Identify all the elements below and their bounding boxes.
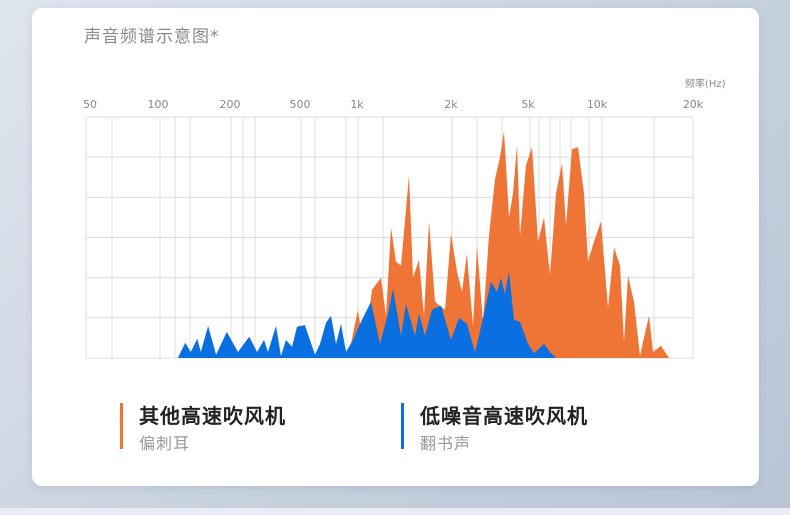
legend-name: 低噪音高速吹风机 xyxy=(420,404,588,428)
x-tick-label: 500 xyxy=(290,98,311,111)
x-tick-label: 200 xyxy=(220,98,241,111)
chart-title: 声音频谱示意图* xyxy=(84,27,220,47)
x-tick-label: 1k xyxy=(350,98,364,111)
series-area-orange xyxy=(348,131,669,358)
next-card-edge xyxy=(0,508,790,515)
series-area-blue xyxy=(177,271,557,358)
legend-desc: 偏刺耳 xyxy=(139,434,191,453)
legend-name: 其他高速吹风机 xyxy=(139,404,286,428)
legend-desc: 翻书声 xyxy=(420,434,472,453)
x-tick-label: 100 xyxy=(148,98,169,111)
x-tick-label: 10k xyxy=(587,98,608,111)
x-tick-label: 20k xyxy=(683,98,704,111)
x-tick-labels: 50 100 200 500 1k 2k 5k 10k 20k xyxy=(83,98,704,111)
x-tick-label: 2k xyxy=(444,98,458,111)
x-axis-label: 频率(Hz) xyxy=(685,79,726,90)
legend-swatch-orange xyxy=(120,403,123,449)
x-tick-label: 50 xyxy=(83,98,97,111)
spectrum-card xyxy=(32,8,759,486)
legend-swatch-blue xyxy=(401,403,404,449)
series-areas xyxy=(177,131,669,358)
x-tick-label: 5k xyxy=(521,98,535,111)
